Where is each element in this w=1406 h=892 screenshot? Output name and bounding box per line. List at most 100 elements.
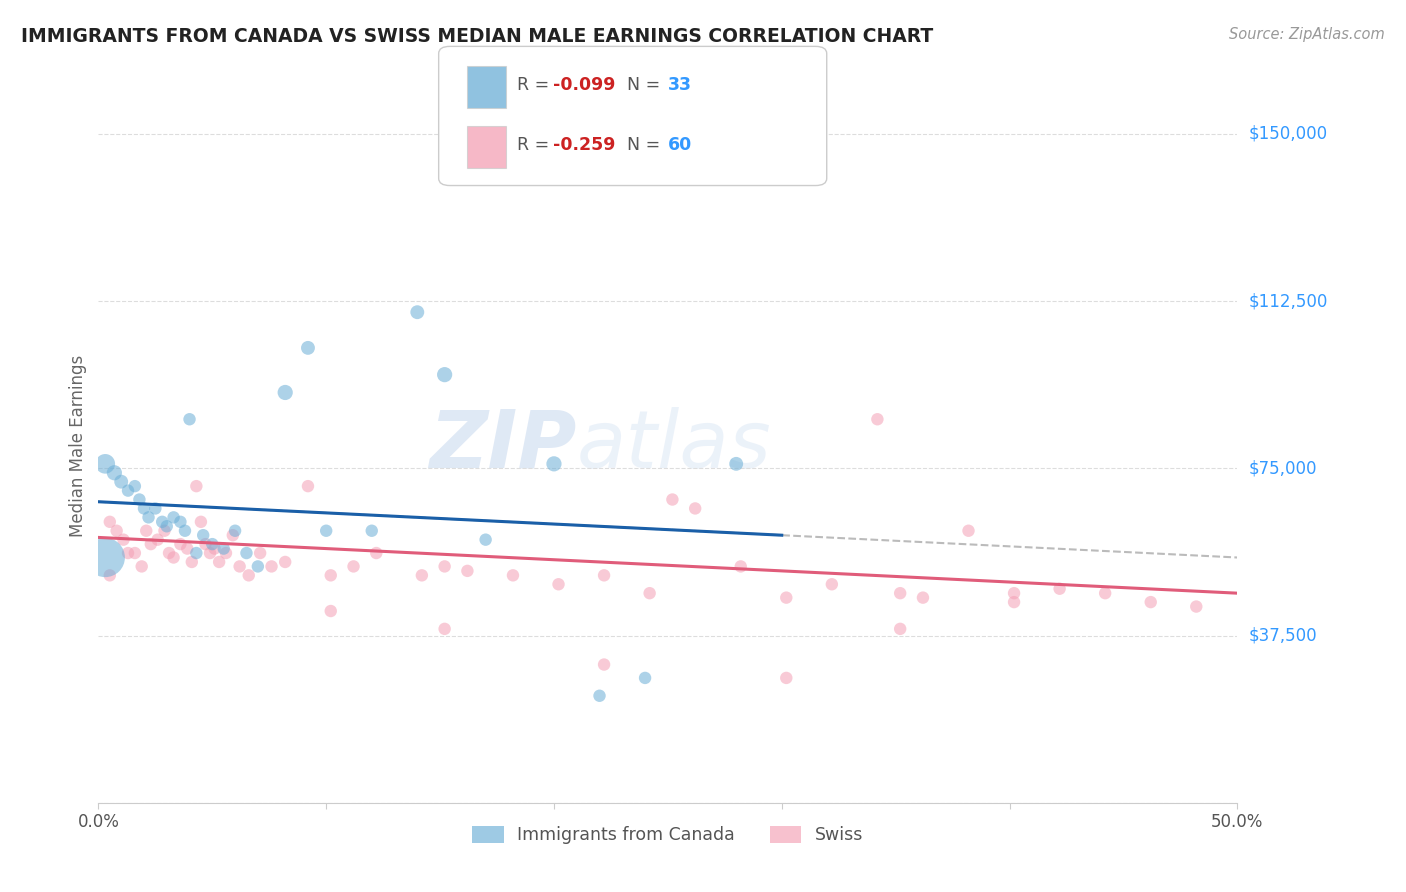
Point	[411, 568, 433, 582]
Point	[406, 305, 429, 319]
Point	[588, 689, 610, 703]
Text: N =: N =	[616, 76, 665, 94]
Text: R =: R =	[517, 76, 555, 94]
Point	[186, 546, 208, 560]
Point	[103, 466, 125, 480]
Point	[128, 492, 150, 507]
Point	[433, 622, 456, 636]
Text: $75,000: $75,000	[1249, 459, 1317, 477]
Point	[235, 546, 257, 560]
Text: 60: 60	[668, 136, 692, 153]
Point	[889, 622, 911, 636]
Point	[319, 604, 342, 618]
Point	[201, 537, 224, 551]
Text: $37,500: $37,500	[1249, 626, 1317, 645]
Point	[135, 524, 157, 538]
Point	[117, 546, 139, 560]
Text: N =: N =	[616, 136, 665, 153]
Point	[634, 671, 657, 685]
Point	[433, 368, 456, 382]
Point	[1049, 582, 1071, 596]
Text: $150,000: $150,000	[1249, 125, 1327, 143]
Point	[342, 559, 364, 574]
Point	[208, 555, 231, 569]
Point	[775, 591, 797, 605]
Point	[1094, 586, 1116, 600]
Point	[212, 541, 235, 556]
Text: -0.259: -0.259	[553, 136, 614, 153]
Point	[174, 524, 197, 538]
Point	[246, 559, 269, 574]
Point	[593, 657, 616, 672]
Point	[547, 577, 569, 591]
Point	[249, 546, 271, 560]
Point	[297, 341, 319, 355]
Point	[112, 533, 135, 547]
Point	[150, 515, 173, 529]
Text: R =: R =	[517, 136, 555, 153]
Point	[866, 412, 889, 426]
Text: 33: 33	[668, 76, 692, 94]
Point	[132, 501, 155, 516]
Point	[222, 528, 245, 542]
Point	[145, 501, 167, 516]
Point	[157, 546, 180, 560]
Point	[131, 559, 153, 574]
Point	[1139, 595, 1161, 609]
Point	[110, 475, 132, 489]
Point	[190, 515, 212, 529]
Point	[433, 559, 456, 574]
Point	[105, 524, 128, 538]
Point	[124, 546, 146, 560]
Point	[260, 559, 283, 574]
Point	[238, 568, 260, 582]
Point	[204, 541, 226, 556]
Point	[543, 457, 565, 471]
Point	[456, 564, 478, 578]
Point	[274, 385, 297, 400]
Point	[274, 555, 297, 569]
Point	[162, 510, 184, 524]
Text: $112,500: $112,500	[1249, 292, 1327, 310]
Point	[638, 586, 661, 600]
Point	[194, 537, 217, 551]
Point	[1002, 595, 1025, 609]
Point	[180, 555, 202, 569]
Point	[474, 533, 496, 547]
Point	[224, 524, 246, 538]
Point	[297, 479, 319, 493]
Point	[366, 546, 388, 560]
Point	[661, 492, 683, 507]
Point	[124, 479, 146, 493]
Point	[889, 586, 911, 600]
Point	[198, 546, 221, 560]
Point	[957, 524, 980, 538]
Point	[775, 671, 797, 685]
Point	[725, 457, 748, 471]
Point	[176, 541, 198, 556]
Point	[215, 546, 238, 560]
Point	[911, 591, 934, 605]
Point	[98, 515, 121, 529]
Point	[179, 412, 201, 426]
Text: IMMIGRANTS FROM CANADA VS SWISS MEDIAN MALE EARNINGS CORRELATION CHART: IMMIGRANTS FROM CANADA VS SWISS MEDIAN M…	[21, 27, 934, 45]
Text: atlas: atlas	[576, 407, 772, 485]
Text: -0.099: -0.099	[553, 76, 614, 94]
Point	[94, 550, 117, 565]
Point	[138, 510, 160, 524]
Y-axis label: Median Male Earnings: Median Male Earnings	[69, 355, 87, 537]
Point	[319, 568, 342, 582]
Point	[117, 483, 139, 498]
Point	[683, 501, 706, 516]
Point	[169, 515, 191, 529]
Point	[593, 568, 616, 582]
Point	[1185, 599, 1208, 614]
Point	[360, 524, 382, 538]
Text: ZIP: ZIP	[429, 407, 576, 485]
Point	[98, 568, 121, 582]
Point	[730, 559, 752, 574]
Point	[146, 533, 169, 547]
Point	[139, 537, 162, 551]
Point	[94, 457, 117, 471]
Point	[186, 479, 208, 493]
